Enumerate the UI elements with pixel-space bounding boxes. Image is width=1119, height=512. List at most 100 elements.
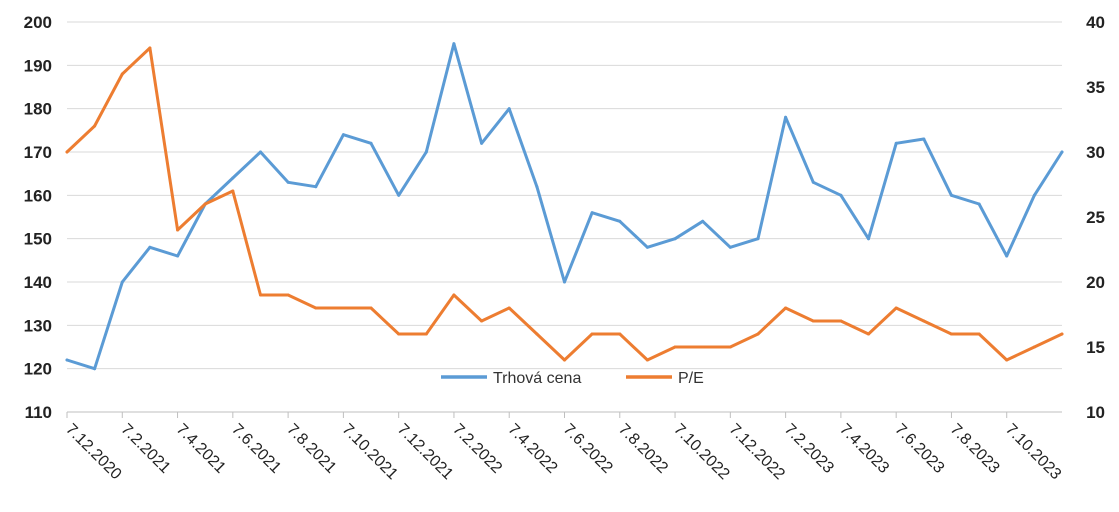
x-tick-label: 7.12.2020	[62, 421, 124, 483]
data-point	[1060, 150, 1064, 154]
data-point	[784, 306, 788, 310]
data-point	[535, 185, 539, 189]
data-point	[977, 202, 981, 206]
data-point	[839, 193, 843, 197]
data-point	[1005, 358, 1009, 362]
data-point	[314, 185, 318, 189]
data-point	[701, 345, 705, 349]
left-tick-label: 120	[24, 360, 52, 379]
data-point	[756, 237, 760, 241]
data-point	[341, 133, 345, 137]
data-point	[645, 358, 649, 362]
data-point	[452, 293, 456, 297]
right-tick-label: 25	[1086, 208, 1105, 227]
data-point	[176, 228, 180, 232]
data-point	[922, 137, 926, 141]
left-tick-label: 150	[24, 230, 52, 249]
left-tick-label: 110	[25, 403, 52, 422]
data-point	[120, 280, 124, 284]
data-point	[922, 319, 926, 323]
data-point	[563, 358, 566, 362]
x-tick-label: 7.8.2021	[283, 421, 339, 477]
data-point	[1060, 332, 1064, 336]
data-point	[811, 180, 815, 184]
right-tick-label: 15	[1086, 338, 1105, 357]
data-point	[120, 72, 124, 76]
x-tick-label: 7.6.2021	[228, 421, 284, 477]
data-point	[1005, 254, 1009, 258]
left-tick-label: 160	[24, 186, 52, 205]
legend-label-series-1: P/E	[678, 370, 704, 387]
data-point	[839, 319, 843, 323]
data-point	[480, 319, 484, 323]
data-point	[701, 219, 705, 223]
data-point	[397, 332, 401, 336]
data-point	[1032, 345, 1036, 349]
data-point	[424, 150, 428, 154]
data-point	[286, 293, 290, 297]
data-point	[65, 358, 69, 362]
x-tick-label: 7.8.2023	[947, 421, 1003, 477]
right-tick-label: 40	[1086, 13, 1105, 32]
left-tick-label: 130	[24, 316, 52, 335]
data-point	[452, 42, 456, 46]
left-tick-label: 180	[24, 100, 52, 119]
data-point	[369, 141, 373, 145]
data-point	[231, 176, 235, 180]
data-point	[949, 332, 953, 336]
data-point	[203, 202, 207, 206]
data-point	[645, 245, 649, 249]
x-tick-label: 7.10.2022	[670, 421, 732, 483]
data-point	[949, 193, 953, 197]
x-tick-label: 7.4.2023	[836, 421, 892, 477]
left-tick-label: 200	[24, 13, 52, 32]
x-tick-label: 7.2.2023	[781, 421, 837, 477]
x-tick-label: 7.6.2022	[560, 421, 616, 477]
left-tick-label: 170	[24, 143, 52, 162]
data-point	[867, 237, 870, 241]
data-point	[93, 367, 97, 371]
legend-label-series-0: Trhová cena	[493, 370, 581, 387]
data-point	[1032, 193, 1036, 197]
data-point	[867, 332, 870, 336]
right-tick-label: 30	[1086, 143, 1105, 162]
data-point	[590, 332, 594, 336]
series-line-1	[65, 46, 1064, 362]
data-point	[397, 193, 401, 197]
data-point	[341, 306, 345, 310]
x-tick-label: 7.8.2022	[615, 421, 671, 477]
data-point	[673, 345, 677, 349]
data-point	[93, 124, 97, 128]
data-point	[618, 219, 622, 223]
data-point	[590, 211, 594, 215]
data-point	[424, 332, 428, 336]
x-tick-label: 7.4.2021	[173, 421, 229, 477]
data-point	[894, 141, 898, 145]
right-tick-label: 20	[1086, 273, 1105, 292]
data-point	[784, 115, 788, 119]
data-point	[507, 306, 511, 310]
data-point	[148, 46, 152, 50]
data-point	[259, 150, 262, 154]
right-tick-label: 10	[1086, 403, 1105, 422]
left-tick-label: 190	[24, 56, 52, 75]
x-tick-label: 7.12.2021	[394, 421, 456, 483]
x-tick-label: 7.12.2022	[726, 421, 788, 483]
data-point	[811, 319, 815, 323]
data-point	[259, 293, 262, 297]
left-tick-label: 140	[24, 273, 52, 292]
data-point	[563, 280, 566, 284]
data-point	[507, 107, 511, 111]
data-point	[148, 245, 152, 249]
x-tick-label: 7.4.2022	[504, 421, 560, 477]
series-lines	[65, 42, 1064, 371]
series-line-0	[65, 42, 1064, 371]
data-point	[286, 180, 290, 184]
right-tick-label: 35	[1086, 78, 1105, 97]
data-point	[728, 345, 732, 349]
data-point	[369, 306, 373, 310]
right-axis-ticks: 10 15 20 25 30 35 40	[1086, 13, 1105, 422]
data-point	[176, 254, 180, 258]
